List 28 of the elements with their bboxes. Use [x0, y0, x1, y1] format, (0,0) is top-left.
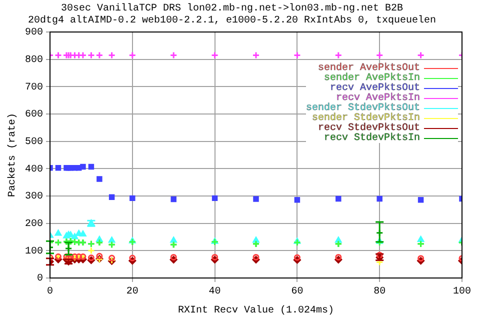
y-tick-label: 400 — [24, 164, 44, 176]
y-tick-label: 900 — [24, 28, 44, 39]
legend-label: recv StdevPktsIn — [324, 132, 420, 144]
x-tick-label: 40 — [208, 286, 221, 298]
legend-label: sender StdevPktsOut — [306, 102, 420, 114]
y-tick-label: 0 — [36, 274, 44, 285]
x-tick-label: 0 — [46, 286, 54, 298]
legend-label: sender StdevPktsIn — [312, 112, 420, 124]
legend-label: sender AvePktsIn — [324, 72, 420, 84]
x-tick-label: 20 — [126, 286, 138, 298]
chart-subtitle: 20dtg4 altAIMD-0.2 web100-2.2.1, e1000-5.2.20 RxIntAbs 0, txqueuelen — [28, 14, 436, 27]
y-tick-label: 800 — [24, 54, 44, 66]
y-tick-label: 700 — [24, 82, 44, 94]
y-axis-title: Packets (rate) — [6, 112, 19, 198]
legend-label: recv StdevPktsOut — [318, 122, 420, 134]
x-tick-label: 100 — [452, 286, 472, 298]
x-tick-label: 60 — [291, 286, 304, 298]
x-tick-label: 80 — [374, 286, 386, 298]
chart-title: 30sec VanillaTCP DRS lon02.mb-ng.net->lon03.mb-ng.net B2B — [60, 2, 404, 15]
y-tick-label: 300 — [24, 192, 44, 203]
y-tick-label: 500 — [24, 136, 44, 148]
legend-label: sender AvePktsOut — [318, 62, 420, 74]
y-tick-label: 100 — [24, 246, 44, 258]
legend-label: recv AvePktsOut — [330, 82, 420, 94]
y-tick-label: 200 — [24, 218, 44, 230]
x-axis-title: RXInt Recv Value (1.024ms) — [178, 304, 334, 317]
legend-label: recv AvePktsIn — [336, 92, 420, 104]
y-tick-label: 600 — [24, 110, 44, 121]
